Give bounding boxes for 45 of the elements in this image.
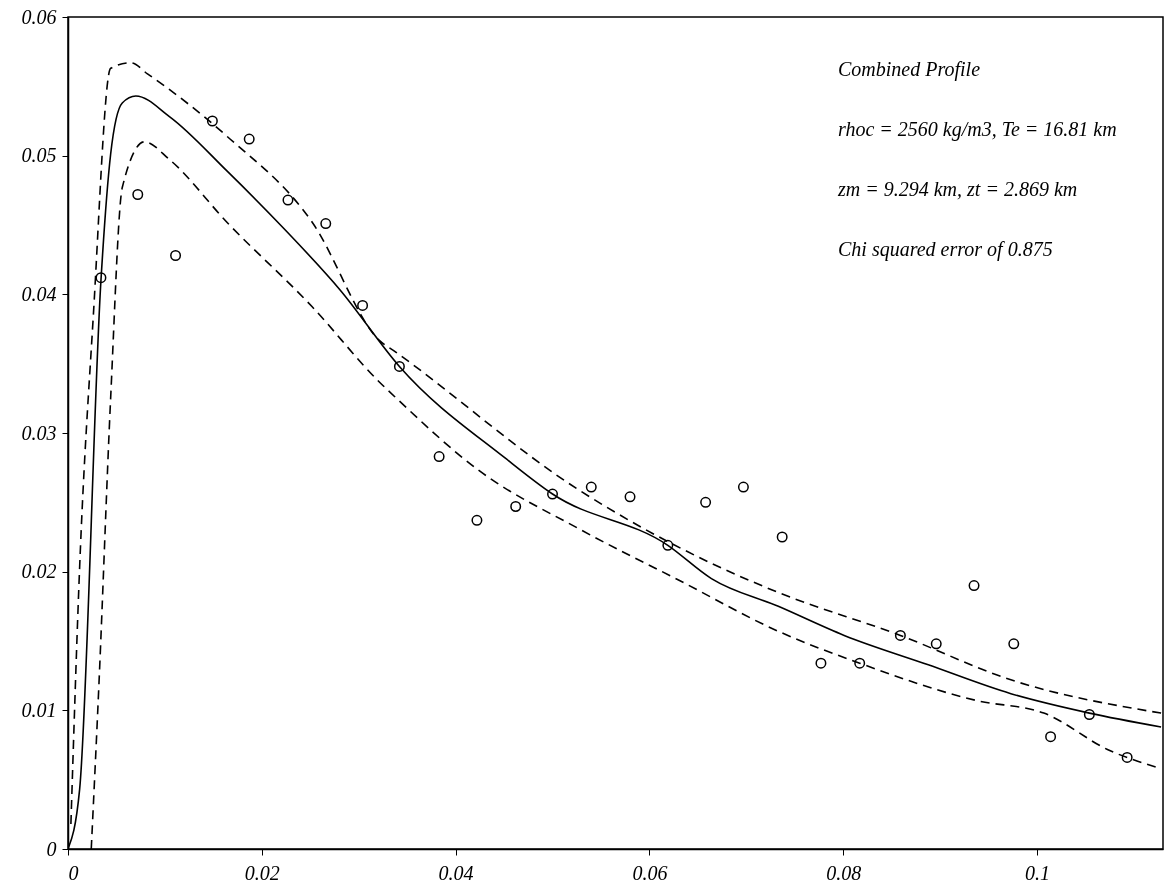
point <box>968 580 980 592</box>
y-tick-label: 0.04 <box>21 282 57 305</box>
point <box>393 360 405 372</box>
y-tick-label: 0.05 <box>21 144 57 167</box>
x-tick-label: 0.06 <box>632 861 668 884</box>
annotation: Chi squared error of 0.875 <box>838 238 1053 261</box>
point <box>357 299 369 311</box>
point <box>206 115 218 127</box>
point <box>815 657 827 669</box>
point <box>95 272 107 284</box>
point <box>930 638 942 650</box>
point <box>1121 752 1133 763</box>
y-tick-label: 0.02 <box>21 560 57 583</box>
point <box>320 218 332 230</box>
y-tick-label: 0.03 <box>21 421 57 444</box>
point <box>170 250 182 261</box>
point <box>624 491 636 503</box>
point <box>1008 638 1020 650</box>
annotation: zm = 9.294 km, zt = 2.869 km <box>837 178 1078 200</box>
point <box>854 657 866 669</box>
point <box>894 629 906 641</box>
x-tick-label: 0.02 <box>244 861 280 884</box>
point <box>700 496 712 508</box>
point <box>737 481 749 493</box>
y-tick-label: 0 <box>46 837 57 860</box>
point <box>433 451 445 463</box>
point <box>132 189 144 200</box>
point <box>282 194 294 206</box>
x-tick-label: 0.04 <box>438 861 474 884</box>
x-tick-label: 0.08 <box>826 861 862 884</box>
point <box>585 481 597 493</box>
point <box>776 531 788 543</box>
y-tick-label: 0.06 <box>21 5 57 28</box>
point <box>510 501 522 512</box>
point <box>1083 709 1095 720</box>
annotation: rhoc = 2560 kg/m3, Te = 16.81 km <box>838 118 1117 141</box>
x-tick-label: 0 <box>68 861 79 884</box>
annotation: Combined Profile <box>838 58 981 81</box>
point <box>547 488 559 500</box>
x-tick-label: 0.1 <box>1025 861 1051 884</box>
point <box>243 133 255 145</box>
point <box>471 514 483 526</box>
point <box>1045 731 1057 743</box>
point <box>662 539 674 551</box>
y-tick-label: 0.01 <box>21 698 57 721</box>
